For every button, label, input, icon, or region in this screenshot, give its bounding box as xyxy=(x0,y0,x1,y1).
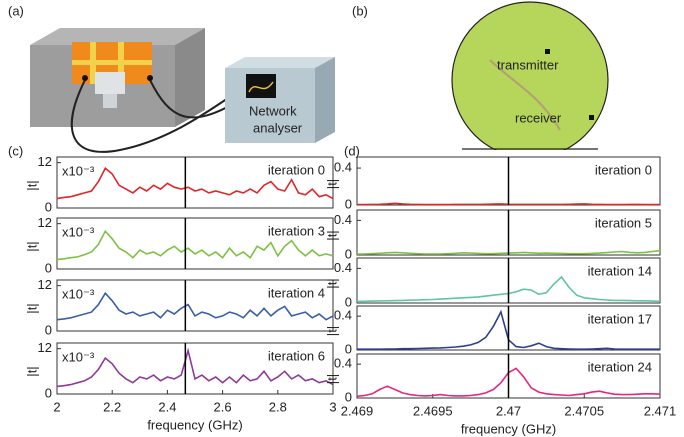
y-tick-label: 12 xyxy=(38,340,52,355)
y-axis-label: |t| xyxy=(324,326,339,336)
device-label: analyser xyxy=(253,120,303,135)
y-tick-label: 12 xyxy=(38,215,52,230)
x-tick-label: 2.469 xyxy=(341,403,374,418)
multiplier: x10⁻³ xyxy=(62,286,95,301)
annotation: iteration 4 xyxy=(268,285,325,300)
annotation: iteration 3 xyxy=(268,223,325,238)
device-label: Network xyxy=(249,103,297,118)
multiplier: x10⁻³ xyxy=(62,224,95,239)
y-tick-label: 12 xyxy=(38,154,52,169)
y-axis-label: |t| xyxy=(324,179,339,189)
map-label: transmitter xyxy=(497,57,559,72)
x-tick-label: 2.6 xyxy=(214,399,232,414)
y-tick-label: 0 xyxy=(45,322,52,337)
y-axis-label: |t| xyxy=(324,374,339,384)
x-tick-label: 3 xyxy=(329,399,336,414)
x-tick-label: 2 xyxy=(53,399,60,414)
annotation: iteration 14 xyxy=(588,263,652,278)
x-tick-label: 2.4705 xyxy=(564,403,604,418)
x-tick-label: 2.4695 xyxy=(413,403,453,418)
x-axis-label: frequency (GHz) xyxy=(147,417,242,432)
x-tick-label: 2.471 xyxy=(644,403,677,418)
y-tick-label: 12 xyxy=(38,277,52,292)
annotation: iteration 17 xyxy=(588,311,652,326)
y-tick-label: 0.4 xyxy=(334,260,352,275)
x-tick-label: 2.4 xyxy=(158,399,176,414)
panel-label: (b) xyxy=(352,3,368,18)
y-tick-label: 0 xyxy=(345,341,352,356)
annotation: iteration 6 xyxy=(268,348,325,363)
y-tick-label: 0.4 xyxy=(334,356,352,371)
y-axis-label: |t| xyxy=(24,366,39,376)
panel-label: (a) xyxy=(8,3,24,18)
y-axis-label: |t| xyxy=(324,278,339,288)
x-tick-label: 2.47 xyxy=(496,403,521,418)
setup-illustration: Network analyser xyxy=(30,28,335,152)
y-tick-label: 0 xyxy=(45,260,52,275)
y-tick-label: 0.4 xyxy=(334,160,352,175)
annotation: iteration 5 xyxy=(595,215,652,230)
y-tick-label: 0.4 xyxy=(334,308,352,323)
annotation: iteration 0 xyxy=(595,162,652,177)
map-label: receiver xyxy=(515,110,562,125)
multiplier: x10⁻³ xyxy=(62,349,95,364)
x-tick-label: 2.8 xyxy=(269,399,287,414)
figure: Network analyser transmitter receiver (a… xyxy=(0,0,684,437)
annotation: iteration 24 xyxy=(588,359,652,374)
x-tick-label: 2.2 xyxy=(103,399,121,414)
panel-label: (c) xyxy=(8,143,23,158)
x-axis-label: frequency (GHz) xyxy=(461,421,556,436)
map-illustration: transmitter receiver xyxy=(452,2,608,158)
multiplier: x10⁻³ xyxy=(62,163,95,178)
y-tick-label: 0 xyxy=(345,196,352,211)
y-axis-label: |t| xyxy=(24,303,39,313)
y-tick-label: 0 xyxy=(345,389,352,404)
y-tick-label: 0 xyxy=(45,385,52,400)
y-axis-label: |t| xyxy=(24,241,39,251)
y-axis-label: |t| xyxy=(24,180,39,190)
y-axis-label: |t| xyxy=(324,230,339,240)
y-tick-label: 0.4 xyxy=(334,212,352,227)
y-tick-label: 0 xyxy=(45,199,52,214)
panel-label: (d) xyxy=(344,143,360,158)
annotation: iteration 0 xyxy=(268,162,325,177)
